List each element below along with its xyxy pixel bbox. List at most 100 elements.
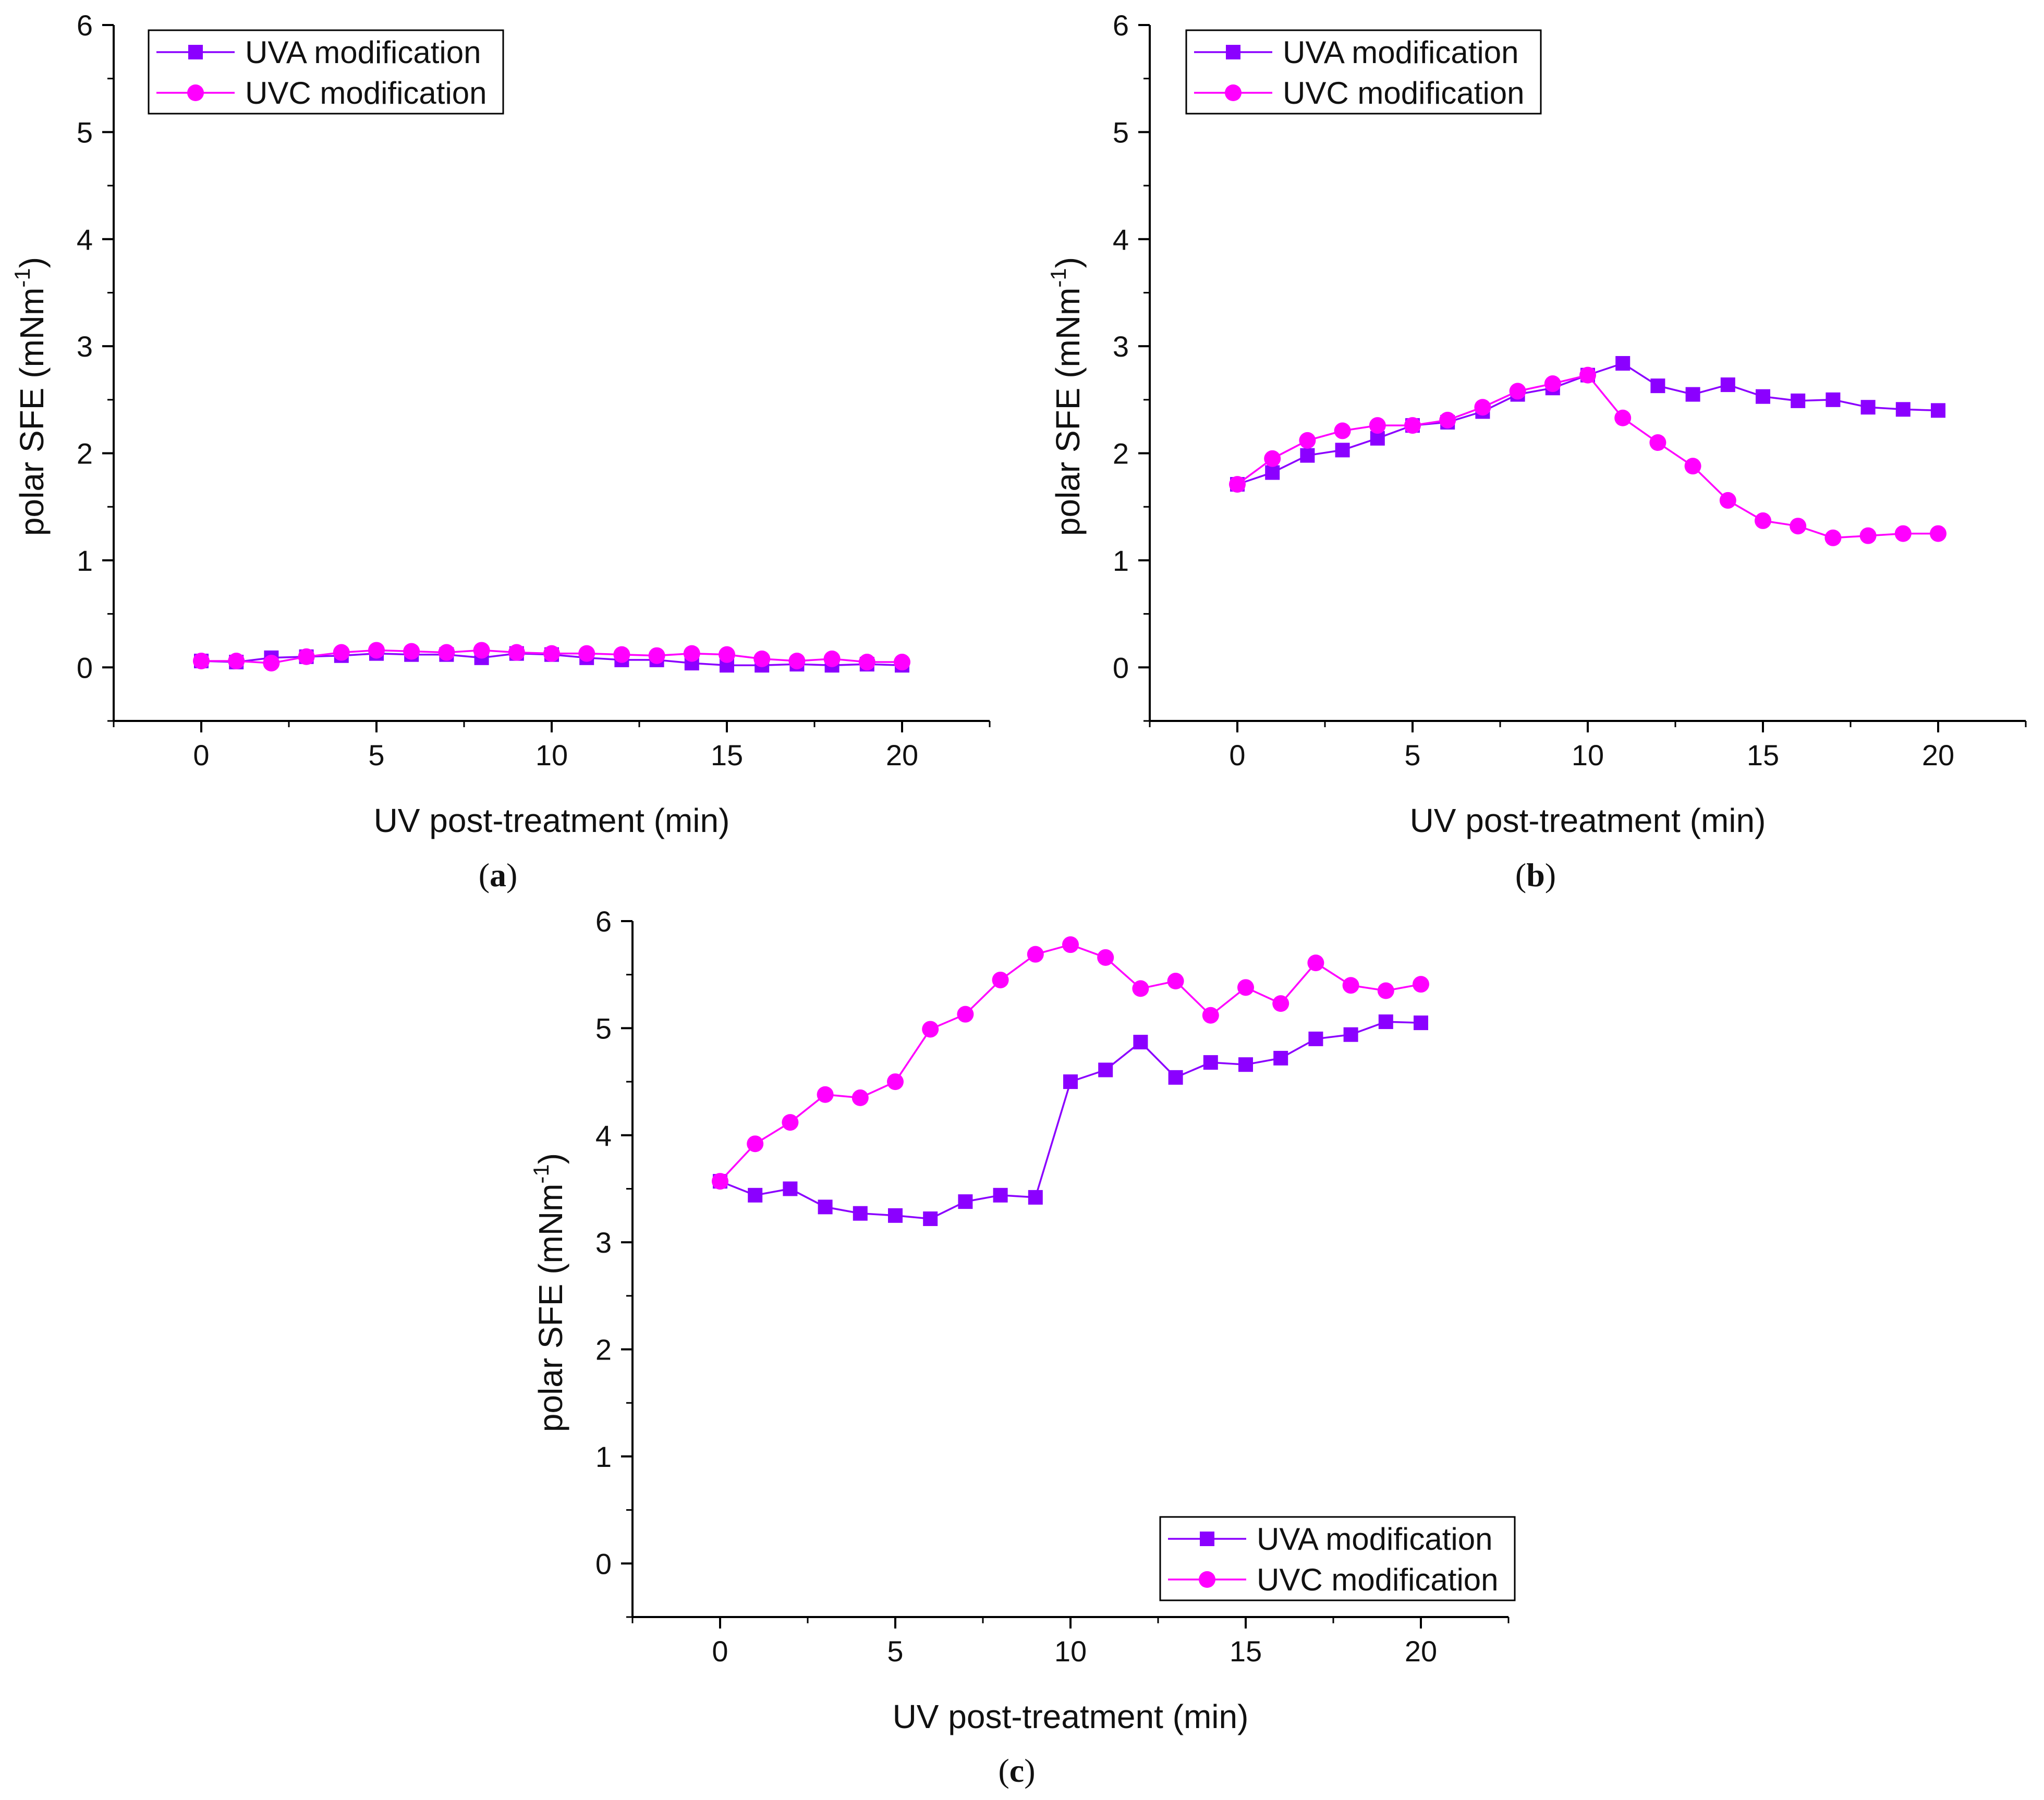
uva-data-point xyxy=(1860,400,1876,415)
uvc-data-point xyxy=(1369,417,1386,434)
y-axis-title-superscript: -1 xyxy=(1046,268,1070,287)
legend-label: UVC modification xyxy=(245,76,487,111)
panel-letter-c: c xyxy=(1009,1752,1024,1789)
uva-data-point xyxy=(783,1181,798,1196)
uvc-data-point xyxy=(683,645,700,662)
uvc-data-point xyxy=(1439,411,1456,428)
legend: UVA modification UVC modification xyxy=(1185,29,1542,115)
uvc-data-point xyxy=(368,642,385,659)
y-tick-label: 4 xyxy=(77,223,93,256)
x-axis-title: UV post-treatment (min) xyxy=(1410,802,1766,839)
uva-data-point xyxy=(1098,1062,1113,1077)
panel-letter-a: a xyxy=(490,856,506,893)
uvc-data-point xyxy=(887,1073,904,1091)
uvc-data-point xyxy=(508,644,525,661)
chart-panel-a: 0 1 2 3 4 5 6 0 5 10 15 20 UV post-treatment (min) po… xyxy=(10,9,991,839)
legend-label: UVC modification xyxy=(1283,76,1525,111)
y-tick-label: 6 xyxy=(77,9,93,42)
x-tick-label: 0 xyxy=(712,1635,728,1668)
uvc-data-point xyxy=(1894,525,1912,542)
uvc-data-point xyxy=(894,654,910,671)
uvc-data-point xyxy=(957,1006,974,1023)
y-tick-label: 0 xyxy=(1113,651,1129,684)
y-axis-title: polar SFE (mNm-1) xyxy=(1046,257,1087,536)
y-axis-title-close: ) xyxy=(13,257,51,268)
x-tick-label: 15 xyxy=(1747,739,1779,772)
uva-data-point xyxy=(1791,393,1806,408)
x-tick-label: 20 xyxy=(1922,739,1954,772)
uva-data-point xyxy=(1414,1015,1428,1031)
panel-caption-b: (b) xyxy=(1515,856,1556,893)
y-tick-label: 3 xyxy=(1113,330,1129,363)
legend-label: UVA modification xyxy=(245,35,481,70)
legend-box xyxy=(1159,1516,1516,1601)
y-tick-label: 4 xyxy=(595,1119,612,1152)
y-tick-label: 5 xyxy=(595,1012,612,1045)
uvc-data-point xyxy=(1404,417,1421,434)
x-tick-label: 5 xyxy=(887,1635,903,1668)
x-tick-label: 0 xyxy=(193,739,209,772)
uvc-data-point xyxy=(1307,954,1324,972)
uvc-data-point xyxy=(1377,982,1394,999)
uvc-data-point xyxy=(1649,434,1666,451)
uvc-data-point xyxy=(193,652,210,669)
uva-data-point xyxy=(1063,1074,1078,1089)
uvc-data-point xyxy=(1614,409,1632,426)
uvc-data-point xyxy=(1342,977,1359,994)
legend-box xyxy=(148,29,504,115)
panel-caption-a: (a) xyxy=(479,856,518,893)
x-axis-title: UV post-treatment (min) xyxy=(374,802,730,839)
y-axis-title-main: polar SFE (mNm xyxy=(1049,288,1087,536)
uvc-data-point xyxy=(1334,422,1351,439)
uvc-data-point xyxy=(1824,529,1842,546)
uva-data-point xyxy=(1650,378,1665,394)
legend-circle-marker xyxy=(187,84,204,101)
y-tick-label: 0 xyxy=(595,1547,612,1580)
legend-label: UVA modification xyxy=(1257,1522,1492,1557)
uvc-data-point xyxy=(1790,518,1807,535)
uvc-data-point xyxy=(922,1021,939,1038)
uva-data-point xyxy=(1308,1031,1323,1046)
y-axis-title: polar SFE (mNm-1) xyxy=(529,1153,569,1432)
uva-data-point xyxy=(1300,448,1315,463)
uvc-data-point xyxy=(992,971,1009,988)
uvc-data-point xyxy=(1202,1007,1219,1024)
uvc-data-point xyxy=(1579,366,1596,384)
uvc-data-point xyxy=(1930,525,1946,542)
uvc-data-point xyxy=(747,1135,764,1153)
y-tick-label: 6 xyxy=(1113,9,1129,42)
uvc-data-point xyxy=(473,642,490,659)
uva-data-point xyxy=(1615,356,1631,371)
uvc-data-point xyxy=(851,1089,869,1106)
uvc-data-point xyxy=(1097,949,1114,966)
uvc-data-point xyxy=(613,646,630,663)
uvc-data-point xyxy=(1859,527,1877,544)
uvc-data-point xyxy=(1413,976,1429,993)
legend-square-marker xyxy=(1200,1532,1214,1546)
y-tick-label: 6 xyxy=(595,905,612,938)
y-tick-label: 1 xyxy=(1113,544,1129,577)
uvc-data-point xyxy=(263,655,280,672)
y-tick-label: 0 xyxy=(77,651,93,684)
x-tick-label: 0 xyxy=(1229,739,1245,772)
panel-caption-c: (c) xyxy=(998,1752,1035,1789)
uva-data-point xyxy=(1685,387,1700,402)
uvc-data-point xyxy=(817,1086,834,1103)
uva-data-point xyxy=(853,1206,868,1221)
uvc-data-point xyxy=(1027,946,1044,963)
uva-data-point xyxy=(1028,1190,1043,1205)
uva-data-point xyxy=(1133,1035,1148,1050)
uvc-data-point xyxy=(712,1173,728,1190)
x-tick-label: 15 xyxy=(711,739,743,772)
y-tick-label: 2 xyxy=(595,1333,612,1366)
uvc-data-point xyxy=(823,650,841,667)
uvc-data-point xyxy=(1167,973,1184,990)
uva-data-point xyxy=(1335,443,1350,458)
uvc-data-point xyxy=(1474,399,1491,416)
uvc-data-point xyxy=(403,643,420,660)
chart-panel-c: 0 1 2 3 4 5 6 0 5 10 15 20 UV post-treatment (min) po… xyxy=(529,905,1516,1735)
y-tick-label: 5 xyxy=(1113,116,1129,149)
y-axis-title-superscript: -1 xyxy=(10,268,34,287)
uvc-data-point xyxy=(782,1114,799,1131)
uvc-data-point xyxy=(438,644,455,661)
